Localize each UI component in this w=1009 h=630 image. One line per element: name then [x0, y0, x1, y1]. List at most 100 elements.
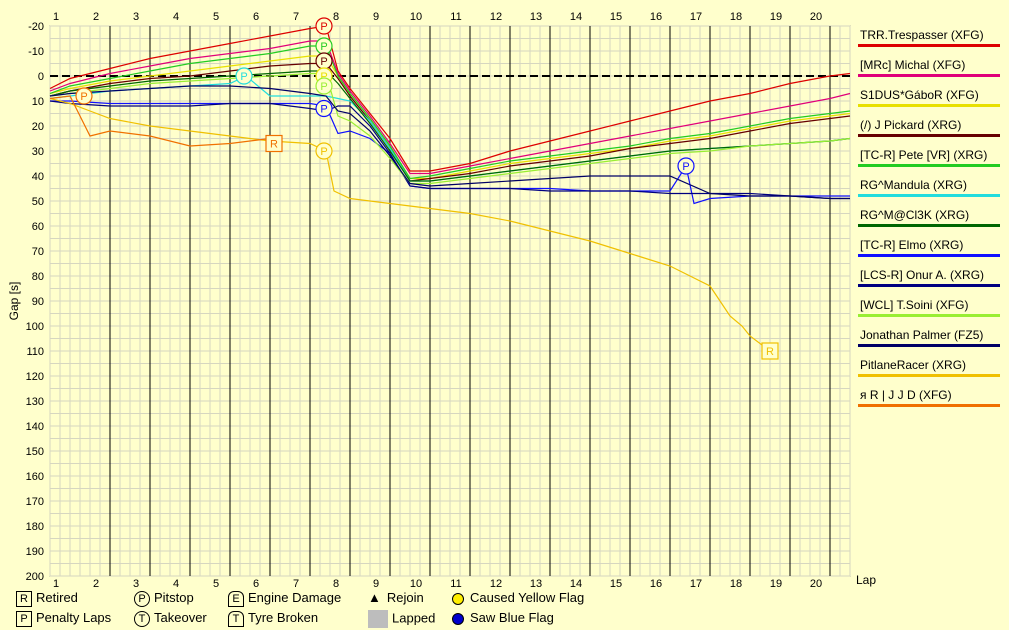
legend-item-label: Jonathan Palmer (FZ5)	[860, 328, 984, 342]
y-tick-label: 160	[26, 471, 44, 483]
y-tick-label: 110	[26, 346, 44, 358]
x-tick-label-top: 7	[293, 11, 299, 23]
key-symbol: ▲	[368, 590, 381, 605]
legend-item-label: [WCL] T.Soini (XFG)	[860, 298, 969, 312]
legend-swatch	[858, 164, 1000, 167]
x-tick-label-bottom: 15	[610, 578, 622, 590]
x-tick-label-top: 17	[690, 11, 702, 23]
x-tick-label-top: 12	[490, 11, 502, 23]
key-label: Retired	[36, 590, 78, 605]
x-tick-label-bottom: 7	[293, 578, 299, 590]
pitstop-marker	[315, 142, 333, 160]
x-tick-label-bottom: 19	[770, 578, 782, 590]
key-symbol: T	[134, 610, 150, 627]
key-label: Saw Blue Flag	[470, 610, 554, 625]
x-tick-label-top: 3	[133, 11, 139, 23]
series-line	[49, 72, 851, 185]
y-tick-label: 120	[26, 371, 44, 383]
legend-item-label: [TC-R] Pete [VR] (XRG)	[860, 148, 988, 162]
legend-swatch	[858, 254, 1000, 257]
key-label: Rejoin	[386, 590, 424, 605]
x-tick-label-top: 13	[530, 11, 542, 23]
legend-item-label: S1DUS*GáboR (XFG)	[860, 88, 979, 102]
legend-item-label: TRR.Trespasser (XFG)	[860, 28, 984, 42]
key-symbol: R	[16, 590, 32, 607]
pitstop-marker	[315, 77, 333, 95]
key-item: Caused Yellow Flag	[452, 590, 584, 605]
legend-swatch	[858, 194, 1000, 197]
legend-swatch	[858, 284, 1000, 287]
y-tick-label: -20	[28, 21, 44, 33]
key-item: P Pitstop	[134, 590, 194, 607]
x-tick-label-bottom: 20	[810, 578, 822, 590]
legend-swatch	[858, 104, 1000, 107]
key-label: Takeover	[154, 610, 207, 625]
key-label: Pitstop	[154, 590, 194, 605]
x-tick-label-top: 15	[610, 11, 622, 23]
x-tick-label-bottom: 2	[93, 578, 99, 590]
x-tick-label-top: 2	[93, 11, 99, 23]
x-tick-label-top: 6	[253, 11, 259, 23]
x-tick-label-bottom: 11	[450, 578, 461, 590]
y-tick-label: 10	[32, 96, 44, 108]
x-tick-label-top: 4	[173, 11, 179, 23]
marker-label: P	[682, 161, 689, 173]
legend-swatch	[858, 44, 1000, 47]
series-group	[49, 25, 851, 352]
key-label: Tyre Broken	[248, 610, 319, 625]
y-tick-label: 150	[26, 446, 44, 458]
key-item: P Penalty Laps	[16, 610, 111, 627]
minor-grid	[49, 25, 851, 577]
marker-label: P	[80, 91, 87, 103]
series-line	[49, 85, 850, 200]
key-label: Engine Damage	[248, 590, 342, 605]
y-tick-label: 190	[26, 546, 44, 558]
legend-item-label: я R | J J D (XFG)	[860, 388, 952, 402]
y-tick-label: 30	[32, 146, 44, 158]
marker-label: P	[320, 56, 327, 68]
x-tick-label-top: 10	[410, 11, 422, 23]
key-item: ▲ Rejoin	[368, 590, 424, 605]
major-grid	[109, 26, 831, 576]
y-tick-label: 170	[26, 496, 44, 508]
key-item: T Tyre Broken	[228, 610, 318, 627]
pitstop-marker	[235, 67, 253, 85]
x-tick-label-top: 11	[450, 11, 461, 23]
x-tick-label-top: 16	[650, 11, 662, 23]
key-item: R Retired	[16, 590, 78, 607]
x-axis-label: Lap	[856, 573, 876, 587]
y-tick-label: 80	[32, 271, 44, 283]
x-tick-label-bottom: 4	[173, 578, 179, 590]
marker-label: P	[320, 104, 327, 116]
x-tick-label-top: 19	[770, 11, 782, 23]
legend-item-label: [TC-R] Elmo (XRG)	[860, 238, 964, 252]
x-tick-label-bottom: 1	[53, 578, 59, 590]
x-tick-label-bottom: 6	[253, 578, 259, 590]
x-tick-label-top: 20	[810, 11, 822, 23]
x-tick-label-bottom: 12	[490, 578, 502, 590]
y-tick-label: 100	[26, 321, 44, 333]
key-symbol	[368, 610, 388, 628]
retired-marker	[265, 134, 283, 153]
series-line	[49, 95, 275, 147]
marker-label: P	[240, 71, 247, 83]
x-tick-label-bottom: 16	[650, 578, 662, 590]
legend-item-label: [MRc] Michal (XFG)	[860, 58, 966, 72]
x-tick-label-top: 8	[333, 11, 339, 23]
key-symbol: P	[16, 610, 32, 627]
y-tick-label: 200	[26, 571, 44, 583]
key-item: T Takeover	[134, 610, 207, 627]
key-symbol: E	[228, 590, 244, 607]
marker-label: R	[766, 346, 774, 358]
legend-swatch	[858, 134, 1000, 137]
y-tick-label: 130	[26, 396, 44, 408]
y-tick-label: 20	[32, 121, 44, 133]
y-axis-label: Gap [s]	[7, 282, 21, 321]
legend-item-label: [LCS-R] Onur A. (XRG)	[860, 268, 985, 282]
y-tick-label: 0	[38, 71, 44, 83]
y-tick-label: 40	[32, 171, 44, 183]
marker-label: P	[320, 81, 327, 93]
pitstop-marker	[315, 17, 333, 35]
key-label: Caused Yellow Flag	[470, 590, 585, 605]
